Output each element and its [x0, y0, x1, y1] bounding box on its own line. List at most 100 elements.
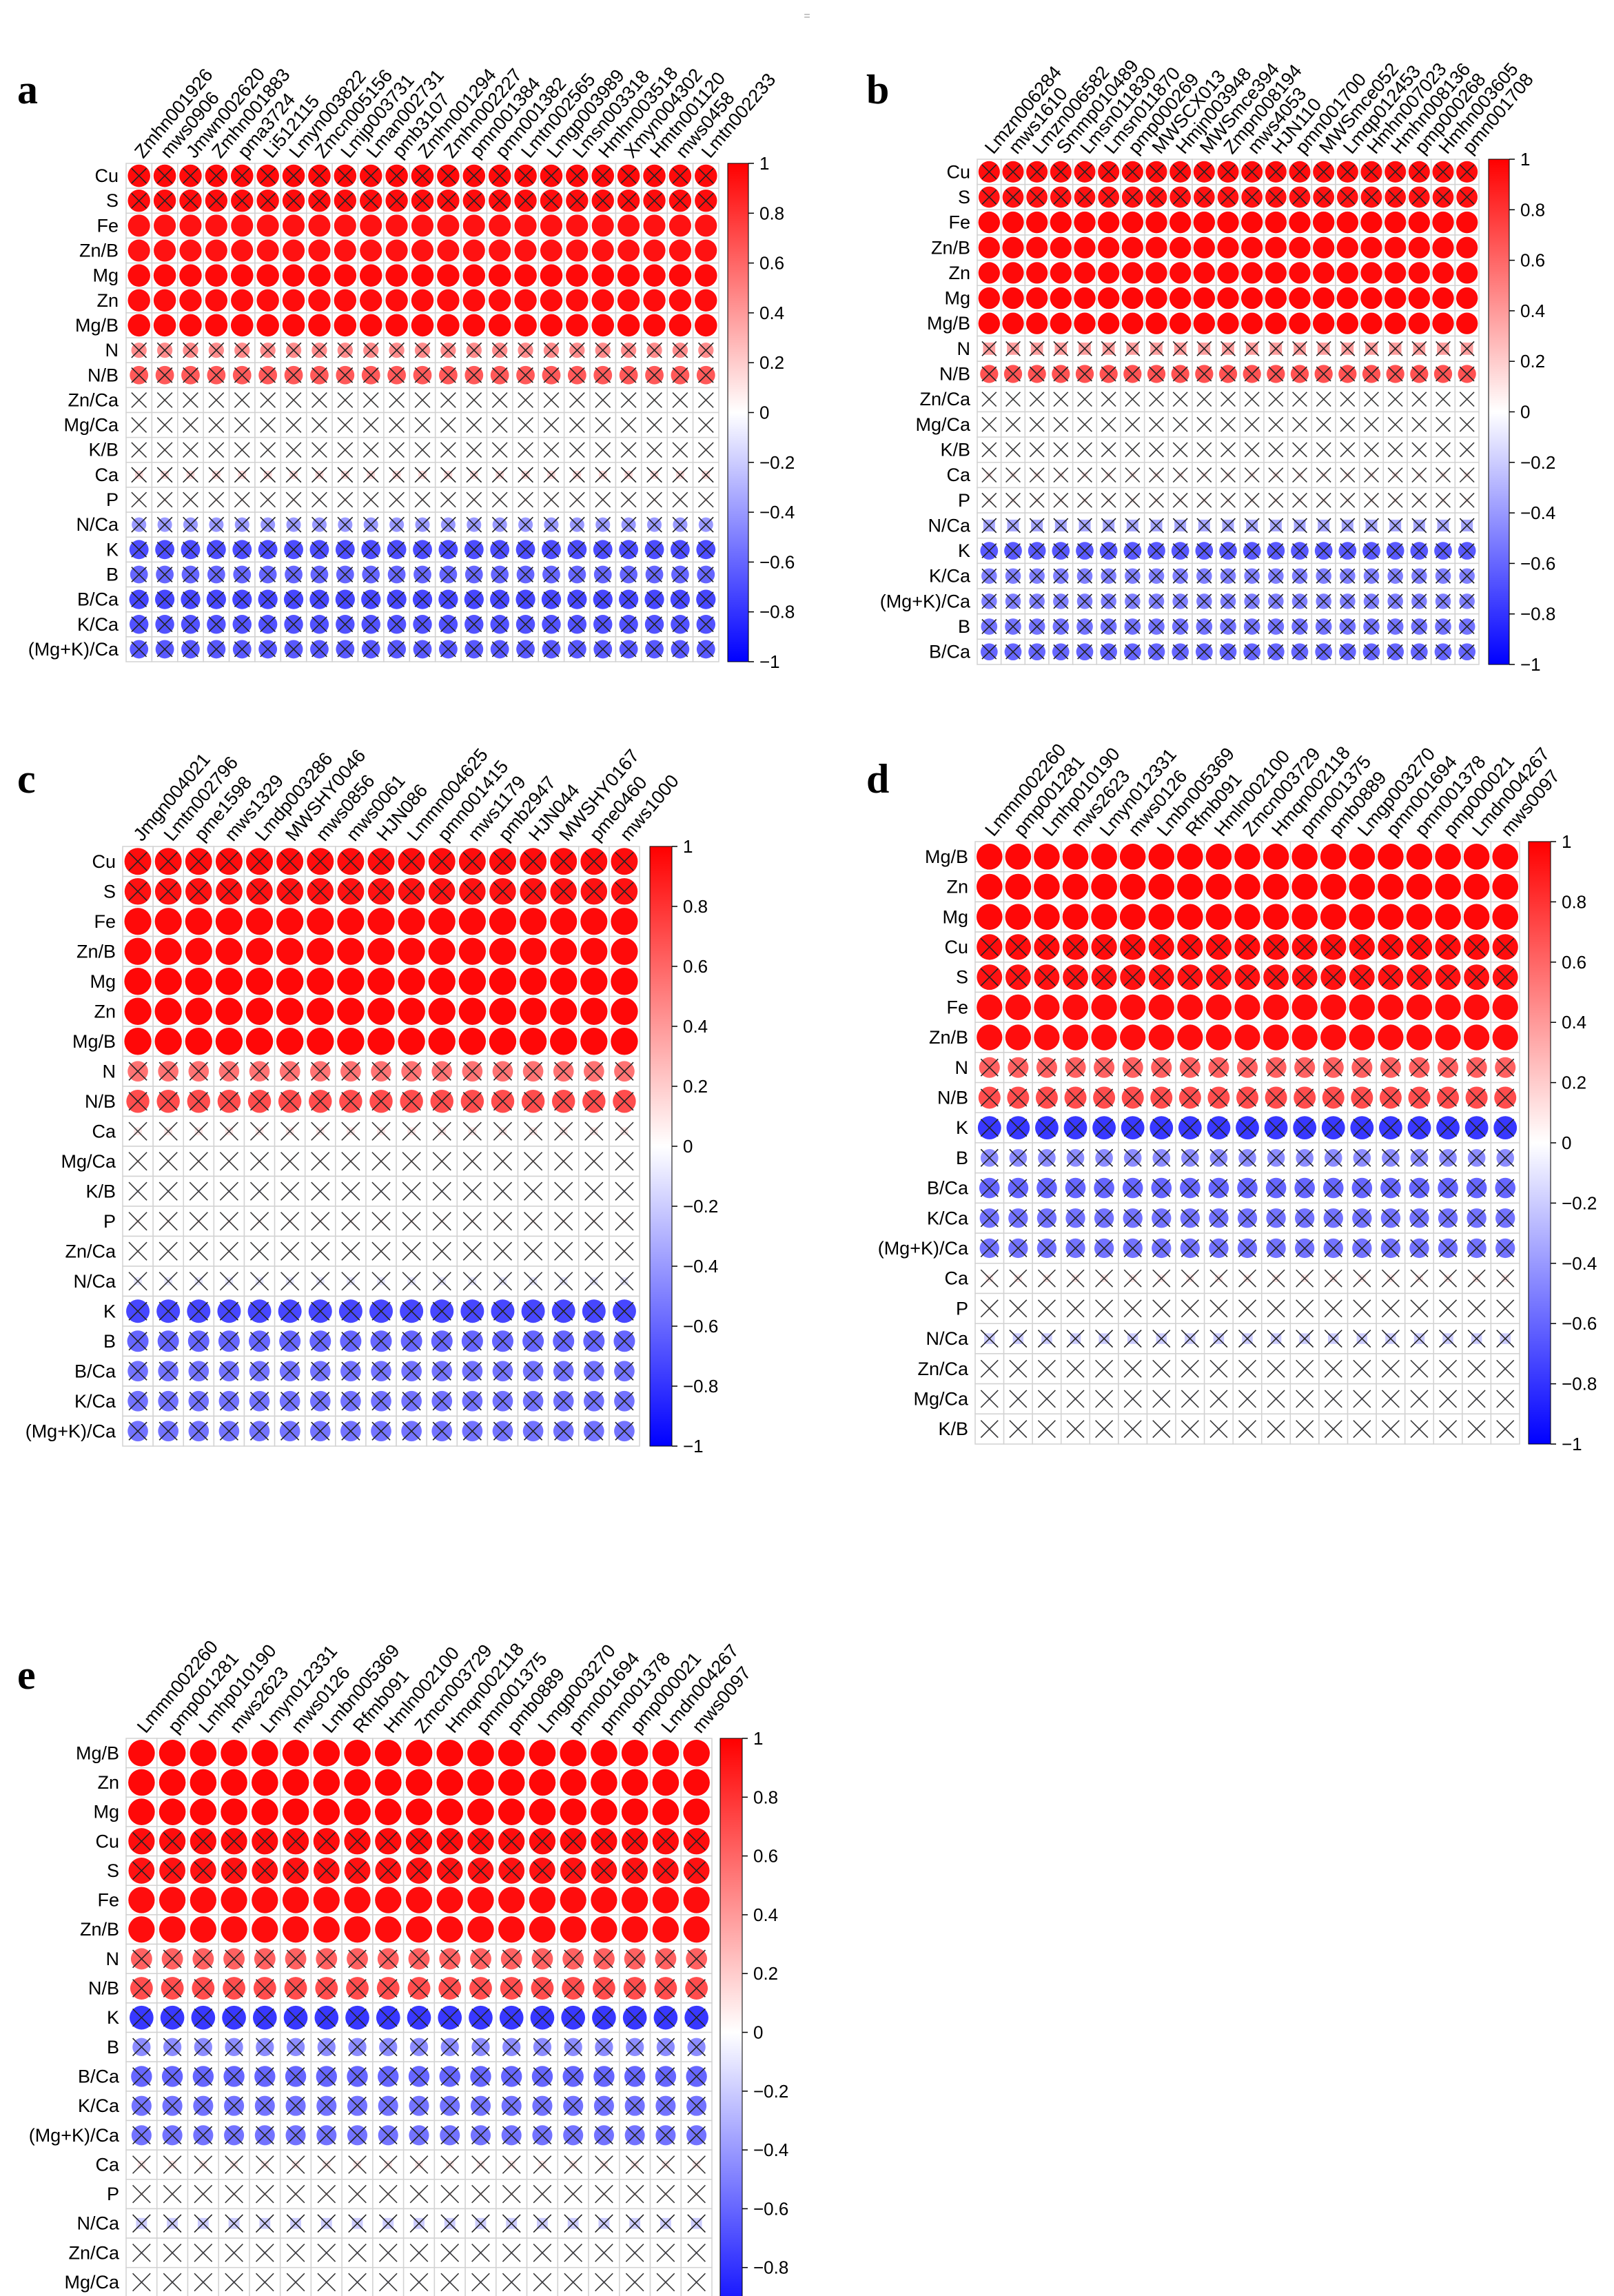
- correlation-circle: [1265, 236, 1287, 258]
- correlation-circle: [1432, 262, 1454, 284]
- colorbar-tick-label: −1: [683, 1436, 704, 1456]
- correlation-circle: [1408, 262, 1430, 284]
- nonsignificant-cross: [414, 167, 431, 184]
- nonsignificant-cross: [156, 192, 173, 209]
- correlation-circle: [398, 937, 425, 965]
- nonsignificant-cross: [337, 491, 354, 508]
- row-label: P: [103, 1211, 116, 1232]
- correlation-circle: [1026, 236, 1048, 258]
- correlation-circle: [1378, 1024, 1404, 1050]
- nonsignificant-cross: [672, 442, 688, 458]
- correlation-circle: [977, 1024, 1003, 1050]
- correlation-circle: [621, 1798, 648, 1825]
- nonsignificant-cross: [208, 516, 225, 533]
- correlation-circle: [245, 1028, 274, 1055]
- colorbar-tick-label: 1: [1520, 149, 1530, 170]
- colorbar-tick-label: −0.2: [1562, 1192, 1597, 1213]
- correlation-circle: [159, 1740, 186, 1767]
- correlation-circle: [1193, 262, 1215, 284]
- nonsignificant-cross: [311, 491, 327, 508]
- nonsignificant-cross: [697, 417, 714, 433]
- correlation-circle: [976, 873, 1003, 900]
- correlation-circle: [405, 1769, 433, 1796]
- nonsignificant-cross: [466, 442, 482, 458]
- nonsignificant-cross: [311, 442, 327, 458]
- correlation-circle: [405, 1798, 433, 1825]
- correlation-circle: [337, 908, 365, 935]
- nonsignificant-cross: [285, 491, 302, 508]
- panel-e: e Lmmn002260pmp001281Lmhp010190mws2623Lmy…: [17, 1636, 788, 2296]
- nonsignificant-cross: [414, 541, 431, 558]
- correlation-circle: [1291, 904, 1318, 931]
- correlation-circle: [252, 1916, 278, 1943]
- correlation-circle: [308, 264, 331, 287]
- correlation-circle: [1289, 262, 1311, 284]
- correlation-circle: [488, 264, 511, 287]
- row-label: K/B: [940, 439, 970, 460]
- correlation-circle: [1291, 994, 1318, 1020]
- correlation-circle: [276, 908, 304, 935]
- correlation-circle: [385, 314, 408, 337]
- correlation-circle: [190, 1740, 217, 1767]
- correlation-circle: [1002, 236, 1024, 258]
- correlation-circle: [1074, 262, 1096, 284]
- correlation-circle: [978, 236, 1000, 258]
- correlation-circle: [467, 1798, 494, 1825]
- nonsignificant-cross: [131, 541, 147, 558]
- correlation-circle: [375, 1916, 402, 1943]
- correlation-circle: [643, 314, 666, 337]
- nonsignificant-cross: [440, 567, 456, 582]
- correlation-circle: [256, 314, 279, 337]
- nonsignificant-cross: [260, 367, 276, 383]
- correlation-circle: [1217, 287, 1239, 309]
- correlation-circle: [1005, 844, 1032, 870]
- colorbar-tick-label: 0.6: [1562, 952, 1586, 973]
- colorbar-tick-label: 0.4: [1562, 1012, 1586, 1033]
- correlation-circle: [458, 1028, 487, 1055]
- correlation-circle: [462, 214, 485, 237]
- nonsignificant-cross: [440, 342, 456, 358]
- correlation-circle: [1098, 236, 1120, 258]
- nonsignificant-cross: [183, 591, 198, 608]
- correlation-circle: [519, 1028, 547, 1055]
- correlation-circle: [695, 239, 717, 262]
- correlation-circle: [1074, 211, 1096, 234]
- nonsignificant-cross: [131, 167, 147, 184]
- correlation-circle: [683, 1916, 710, 1943]
- correlation-circle: [282, 1887, 309, 1913]
- correlation-circle: [221, 1887, 247, 1913]
- nonsignificant-cross: [311, 541, 327, 558]
- correlation-circle: [428, 908, 456, 935]
- nonsignificant-cross: [389, 567, 405, 582]
- correlation-circle: [1050, 312, 1072, 334]
- panel-c: c Jmgn004021Lmtn002796pme1598mws1329Lmdp0…: [17, 744, 718, 1456]
- correlation-circle: [1177, 994, 1203, 1020]
- nonsignificant-cross: [183, 417, 198, 433]
- correlation-circle: [1432, 236, 1454, 258]
- nonsignificant-cross: [337, 192, 354, 209]
- correlation-circle: [251, 1769, 278, 1796]
- correlation-circle: [337, 997, 365, 1025]
- nonsignificant-cross: [234, 417, 250, 433]
- nonsignificant-cross: [491, 167, 508, 184]
- correlation-circle: [282, 1798, 309, 1825]
- row-label: N/Ca: [76, 514, 119, 535]
- correlation-circle: [428, 937, 456, 965]
- correlation-circle: [190, 1887, 216, 1913]
- correlation-circle: [1062, 873, 1089, 900]
- correlation-circle: [154, 937, 182, 965]
- correlation-circle: [124, 968, 152, 995]
- colorbar-tick-label: −0.8: [759, 602, 795, 622]
- nonsignificant-cross: [208, 541, 225, 558]
- correlation-circle: [467, 1740, 494, 1767]
- correlation-circle: [159, 1916, 186, 1943]
- row-label: N: [103, 1061, 116, 1081]
- row-label: Mg: [93, 1802, 119, 1822]
- colorbar-tick-label: −0.2: [683, 1196, 718, 1217]
- nonsignificant-cross: [595, 367, 611, 383]
- nonsignificant-cross: [569, 367, 585, 383]
- nonsignificant-cross: [414, 192, 431, 209]
- correlation-circle: [231, 239, 254, 262]
- correlation-circle: [1408, 236, 1430, 258]
- colorbar-tick-label: 0.8: [1562, 891, 1586, 912]
